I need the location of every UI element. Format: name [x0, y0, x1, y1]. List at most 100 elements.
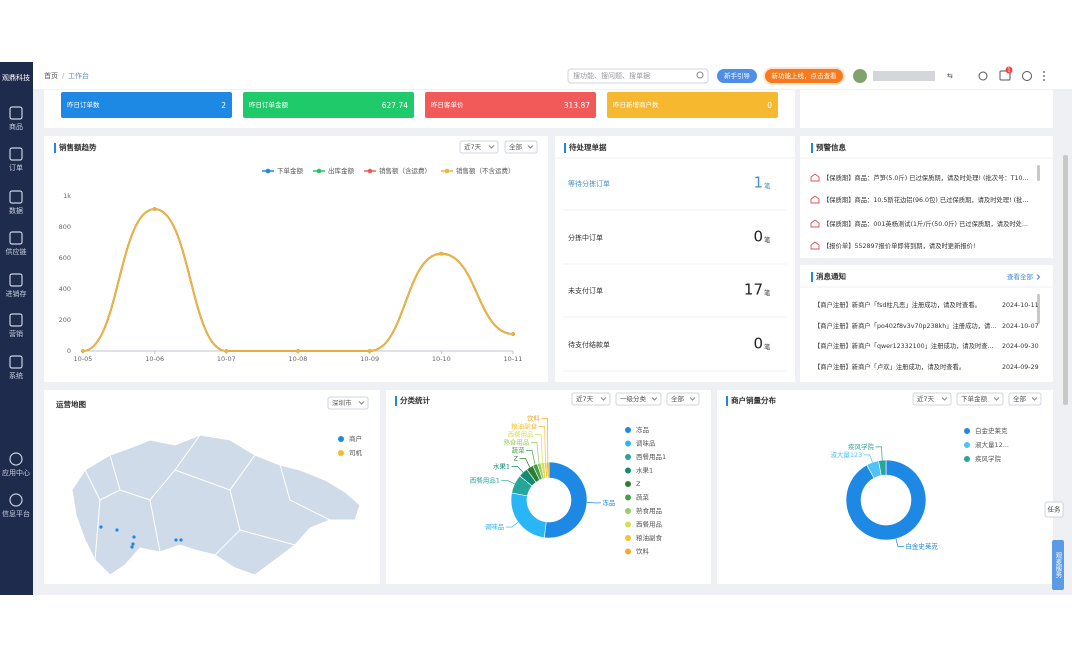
dropdown[interactable] [459, 140, 499, 154]
pending-label[interactable]: 未支付订单 [568, 286, 603, 295]
pending-label[interactable]: 待支付结款单 [568, 340, 610, 349]
merchant-panel [717, 390, 1053, 584]
menu-item[interactable]: 数据 [9, 206, 23, 215]
legend-label[interactable]: 淑大量12... [975, 440, 1009, 449]
menu-item[interactable]: 供应链 [6, 247, 27, 256]
menu-icon [9, 147, 23, 161]
stat-label: 昨日新增商户数 [613, 100, 659, 109]
help-icon[interactable] [1022, 71, 1032, 81]
more-dot [1043, 71, 1045, 73]
breadcrumb[interactable]: 首页 [44, 71, 58, 80]
service-button[interactable] [1052, 540, 1064, 590]
alert-item[interactable]: 【报价单】552897报价单即将到期，请及时更新报价! [823, 241, 976, 250]
view-all-link[interactable]: 查看全部 [1007, 272, 1034, 281]
dropdown[interactable] [956, 392, 1004, 406]
dropdown[interactable] [571, 392, 611, 406]
dropdown[interactable] [504, 140, 538, 154]
dropdown-label: 全部 [1013, 394, 1027, 403]
new-feature-button[interactable] [765, 69, 843, 83]
breadcrumb: 工作台 [68, 71, 89, 80]
x-tick-label: 10-09 [360, 355, 379, 363]
menu-item[interactable]: 进销存 [6, 289, 27, 298]
y-tick-label: 200 [59, 316, 71, 324]
notice-badge [1005, 66, 1013, 74]
pie-slice[interactable] [546, 461, 550, 479]
legend-label[interactable]: 疾风学院 [975, 454, 1002, 463]
message-item[interactable]: 【商户注册】新商户「fsd柱凡恶」注册成功，请及时查看。 [814, 300, 981, 309]
slice-label: 冻品 [602, 498, 615, 507]
legend-label[interactable]: 商户 [349, 434, 362, 443]
avatar[interactable] [853, 69, 867, 83]
label-leader [519, 458, 530, 468]
stat-card [243, 92, 414, 118]
legend-label[interactable]: Z [636, 480, 641, 488]
user-icon[interactable] [978, 71, 988, 81]
search-box[interactable] [567, 68, 709, 84]
stat-label: 昨日订单数 [67, 100, 100, 109]
y-tick-label: 800 [59, 223, 71, 231]
legend-label[interactable]: 白金史莱克 [975, 426, 1008, 435]
slice-label: 水果1 [493, 461, 510, 470]
dropdown[interactable] [912, 392, 952, 406]
guide-button[interactable] [717, 69, 757, 83]
label-leader [875, 446, 883, 461]
message-date: 2024-09-29 [1002, 364, 1039, 371]
message-item[interactable]: 【商户注册】新商户「po402f8v3v70p238kh」注册成功，请... [814, 321, 996, 330]
message-item[interactable]: 【商户注册】新商户「qwer12332100」注册成功，请及时查... [814, 341, 994, 350]
legend-dot [964, 428, 970, 434]
menu-item[interactable]: 信息平台 [2, 509, 30, 518]
panel-title: 消息通知 [816, 271, 846, 281]
legend-label[interactable]: 下单金额 [277, 166, 304, 175]
pending-label[interactable]: 等待分拣订单 [568, 179, 610, 188]
dropdown-label: 一级分类 [620, 394, 647, 403]
alert-item[interactable]: 【保质期】商品：10.5斯花边铝(96.0包) 已过保质期，请及时处理! (批.… [823, 195, 1028, 204]
stat-value: 0 [767, 101, 772, 110]
dropdown[interactable] [666, 392, 700, 406]
category-panel [386, 390, 711, 584]
message-item[interactable]: 【商户注册】新商户「卢欢」注册成功，请及时查看。 [814, 362, 965, 371]
legend-label[interactable]: 熟食用品 [636, 506, 662, 515]
legend-label[interactable]: 西餐用品1 [636, 452, 666, 461]
dropdown[interactable] [327, 396, 369, 410]
slice-label: 白金史莱克 [905, 541, 938, 550]
dropdown-label: 近7天 [917, 394, 935, 403]
district-border [94, 499, 101, 561]
more-dot [1043, 75, 1045, 77]
dropdown[interactable] [615, 392, 662, 406]
pending-unit: 笔 [764, 342, 771, 351]
menu-item[interactable]: 系统 [9, 371, 23, 380]
label-leader [511, 466, 524, 473]
legend-label[interactable]: 水果1 [636, 466, 653, 475]
menu-item[interactable]: 应用中心 [2, 468, 30, 477]
legend-label[interactable]: 饮料 [636, 547, 650, 556]
pie-slice[interactable] [845, 459, 927, 541]
legend-label[interactable]: 调味品 [636, 439, 656, 448]
menu-item[interactable]: 订单 [9, 163, 23, 172]
legend-dot [338, 436, 344, 442]
legend-label[interactable]: 销售额（不含运费） [456, 166, 515, 175]
legend-label[interactable]: 西餐用品 [636, 520, 662, 529]
pie-slice[interactable] [543, 461, 588, 539]
legend-label[interactable]: 粮油副食 [636, 533, 663, 542]
legend-dot [316, 168, 322, 174]
legend-label[interactable]: 冻品 [636, 425, 649, 434]
legend-label[interactable]: 出库金额 [328, 166, 355, 175]
legend-dot [444, 168, 450, 174]
legend-label[interactable]: 蔬菜 [636, 493, 650, 502]
menu-icon [9, 493, 23, 507]
alert-item[interactable]: 【保质期】商品：001英杨测试(1斤/斤(50.0斤) 已过保质期，请及时处..… [823, 219, 1028, 228]
legend-label[interactable]: 销售额（含运费） [379, 166, 431, 175]
pie-slice[interactable] [878, 459, 887, 476]
dropdown[interactable] [1008, 392, 1042, 406]
pending-label[interactable]: 分拣中订单 [568, 233, 603, 242]
task-button[interactable] [1044, 501, 1064, 518]
legend-label[interactable]: 司机 [349, 448, 363, 457]
x-tick-label: 10-05 [74, 355, 93, 363]
menu-item[interactable]: 营销 [9, 329, 23, 338]
panel-title: 商户销量分布 [731, 395, 776, 405]
notice-icon[interactable] [999, 70, 1011, 81]
pending-unit: 笔 [764, 181, 771, 190]
menu-item[interactable]: 商品 [9, 122, 23, 131]
legend-dot [964, 456, 970, 462]
alert-item[interactable]: 【保质期】商品：芦笋(5.0斤) 已过保质期，请及时处理! (批次号：T10..… [823, 173, 1029, 182]
